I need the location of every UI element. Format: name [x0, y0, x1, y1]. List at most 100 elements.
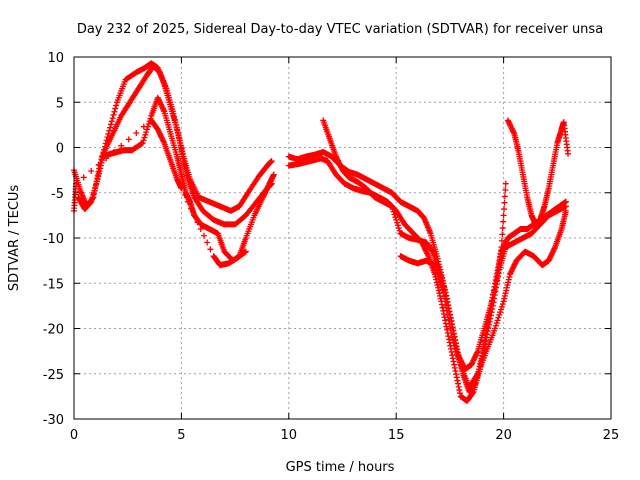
data-point	[390, 208, 397, 215]
data-point	[450, 339, 457, 346]
y-tick-label: -10	[43, 232, 64, 247]
data-point	[443, 307, 450, 314]
data-point	[453, 348, 460, 355]
chart-title: Day 232 of 2025, Sidereal Day-to-day VTE…	[77, 22, 603, 37]
y-axis-label: SDTVAR / TECUs	[7, 185, 22, 292]
data-point	[133, 130, 140, 137]
data-point	[103, 155, 110, 162]
data-point	[394, 222, 401, 229]
x-tick-label: 5	[177, 428, 185, 443]
data-point	[112, 105, 119, 112]
data-point	[492, 325, 499, 332]
data-point	[498, 306, 505, 313]
data-point	[395, 225, 402, 232]
x-tick-label: 25	[603, 428, 620, 443]
data-points	[71, 60, 572, 404]
data-point	[433, 267, 440, 274]
grid	[74, 57, 611, 419]
data-point	[107, 124, 114, 131]
data-point	[200, 232, 207, 239]
data-point	[140, 137, 147, 144]
data-point	[106, 127, 113, 134]
data-point	[138, 140, 145, 147]
data-point	[498, 303, 505, 310]
y-tick-label: -15	[43, 277, 64, 292]
data-point	[396, 227, 403, 234]
data-point	[502, 187, 509, 194]
data-point	[184, 198, 191, 205]
series-track-8	[397, 207, 569, 391]
data-point	[388, 203, 395, 210]
data-point	[110, 111, 117, 118]
data-point	[449, 337, 456, 344]
data-point	[439, 286, 446, 293]
data-point	[88, 168, 95, 175]
y-tick-label: 0	[56, 142, 64, 157]
data-point	[142, 131, 149, 138]
data-point	[435, 273, 442, 280]
series-track-4	[71, 117, 249, 269]
y-tick-label: -25	[43, 368, 64, 383]
data-point	[437, 278, 444, 285]
data-point	[107, 121, 114, 128]
data-point	[454, 350, 461, 357]
data-point	[194, 219, 201, 226]
data-point	[143, 129, 150, 136]
data-point	[181, 192, 188, 199]
data-point	[392, 214, 399, 221]
series-track-1	[71, 60, 275, 214]
data-point	[438, 283, 445, 290]
data-point	[109, 115, 116, 122]
data-point	[437, 281, 444, 288]
x-tick-label: 15	[388, 428, 405, 443]
data-point	[197, 225, 204, 232]
data-point	[498, 237, 505, 244]
y-tick-label: -30	[43, 413, 64, 428]
data-point	[139, 139, 146, 146]
data-point	[268, 158, 275, 165]
y-tick-label: -20	[43, 323, 64, 338]
data-point	[492, 322, 499, 329]
data-point	[440, 289, 447, 296]
y-tick-label: 10	[47, 51, 64, 66]
data-point	[494, 317, 501, 324]
data-point	[501, 193, 508, 200]
data-point	[496, 311, 503, 318]
data-point	[499, 231, 506, 238]
data-point	[562, 207, 569, 214]
data-point	[501, 199, 508, 206]
data-point	[446, 320, 453, 327]
x-tick-label: 10	[281, 428, 298, 443]
data-point	[80, 174, 87, 181]
data-point	[270, 171, 277, 178]
data-point	[431, 262, 438, 269]
series-track-2	[75, 63, 275, 228]
data-point	[391, 211, 398, 218]
data-point	[447, 325, 454, 332]
data-point	[108, 118, 115, 125]
data-point	[498, 244, 505, 251]
data-point	[565, 150, 572, 157]
plot-frame	[73, 56, 612, 420]
x-tick-label: 20	[495, 428, 512, 443]
data-point	[501, 206, 508, 213]
data-point	[393, 216, 400, 223]
series-track-3	[98, 94, 277, 264]
data-point	[451, 342, 458, 349]
y-tick-label: -5	[51, 187, 64, 202]
data-point	[389, 206, 396, 213]
data-point	[110, 149, 117, 156]
data-point	[452, 345, 459, 352]
data-point	[432, 264, 439, 271]
data-point	[242, 248, 249, 255]
data-point	[178, 185, 185, 192]
data-point	[204, 239, 211, 246]
data-point	[499, 225, 506, 232]
data-point	[493, 320, 500, 327]
data-point	[95, 161, 102, 168]
data-point	[455, 356, 462, 363]
data-point	[456, 358, 463, 365]
data-point	[441, 293, 448, 300]
series-track-9	[504, 117, 572, 228]
